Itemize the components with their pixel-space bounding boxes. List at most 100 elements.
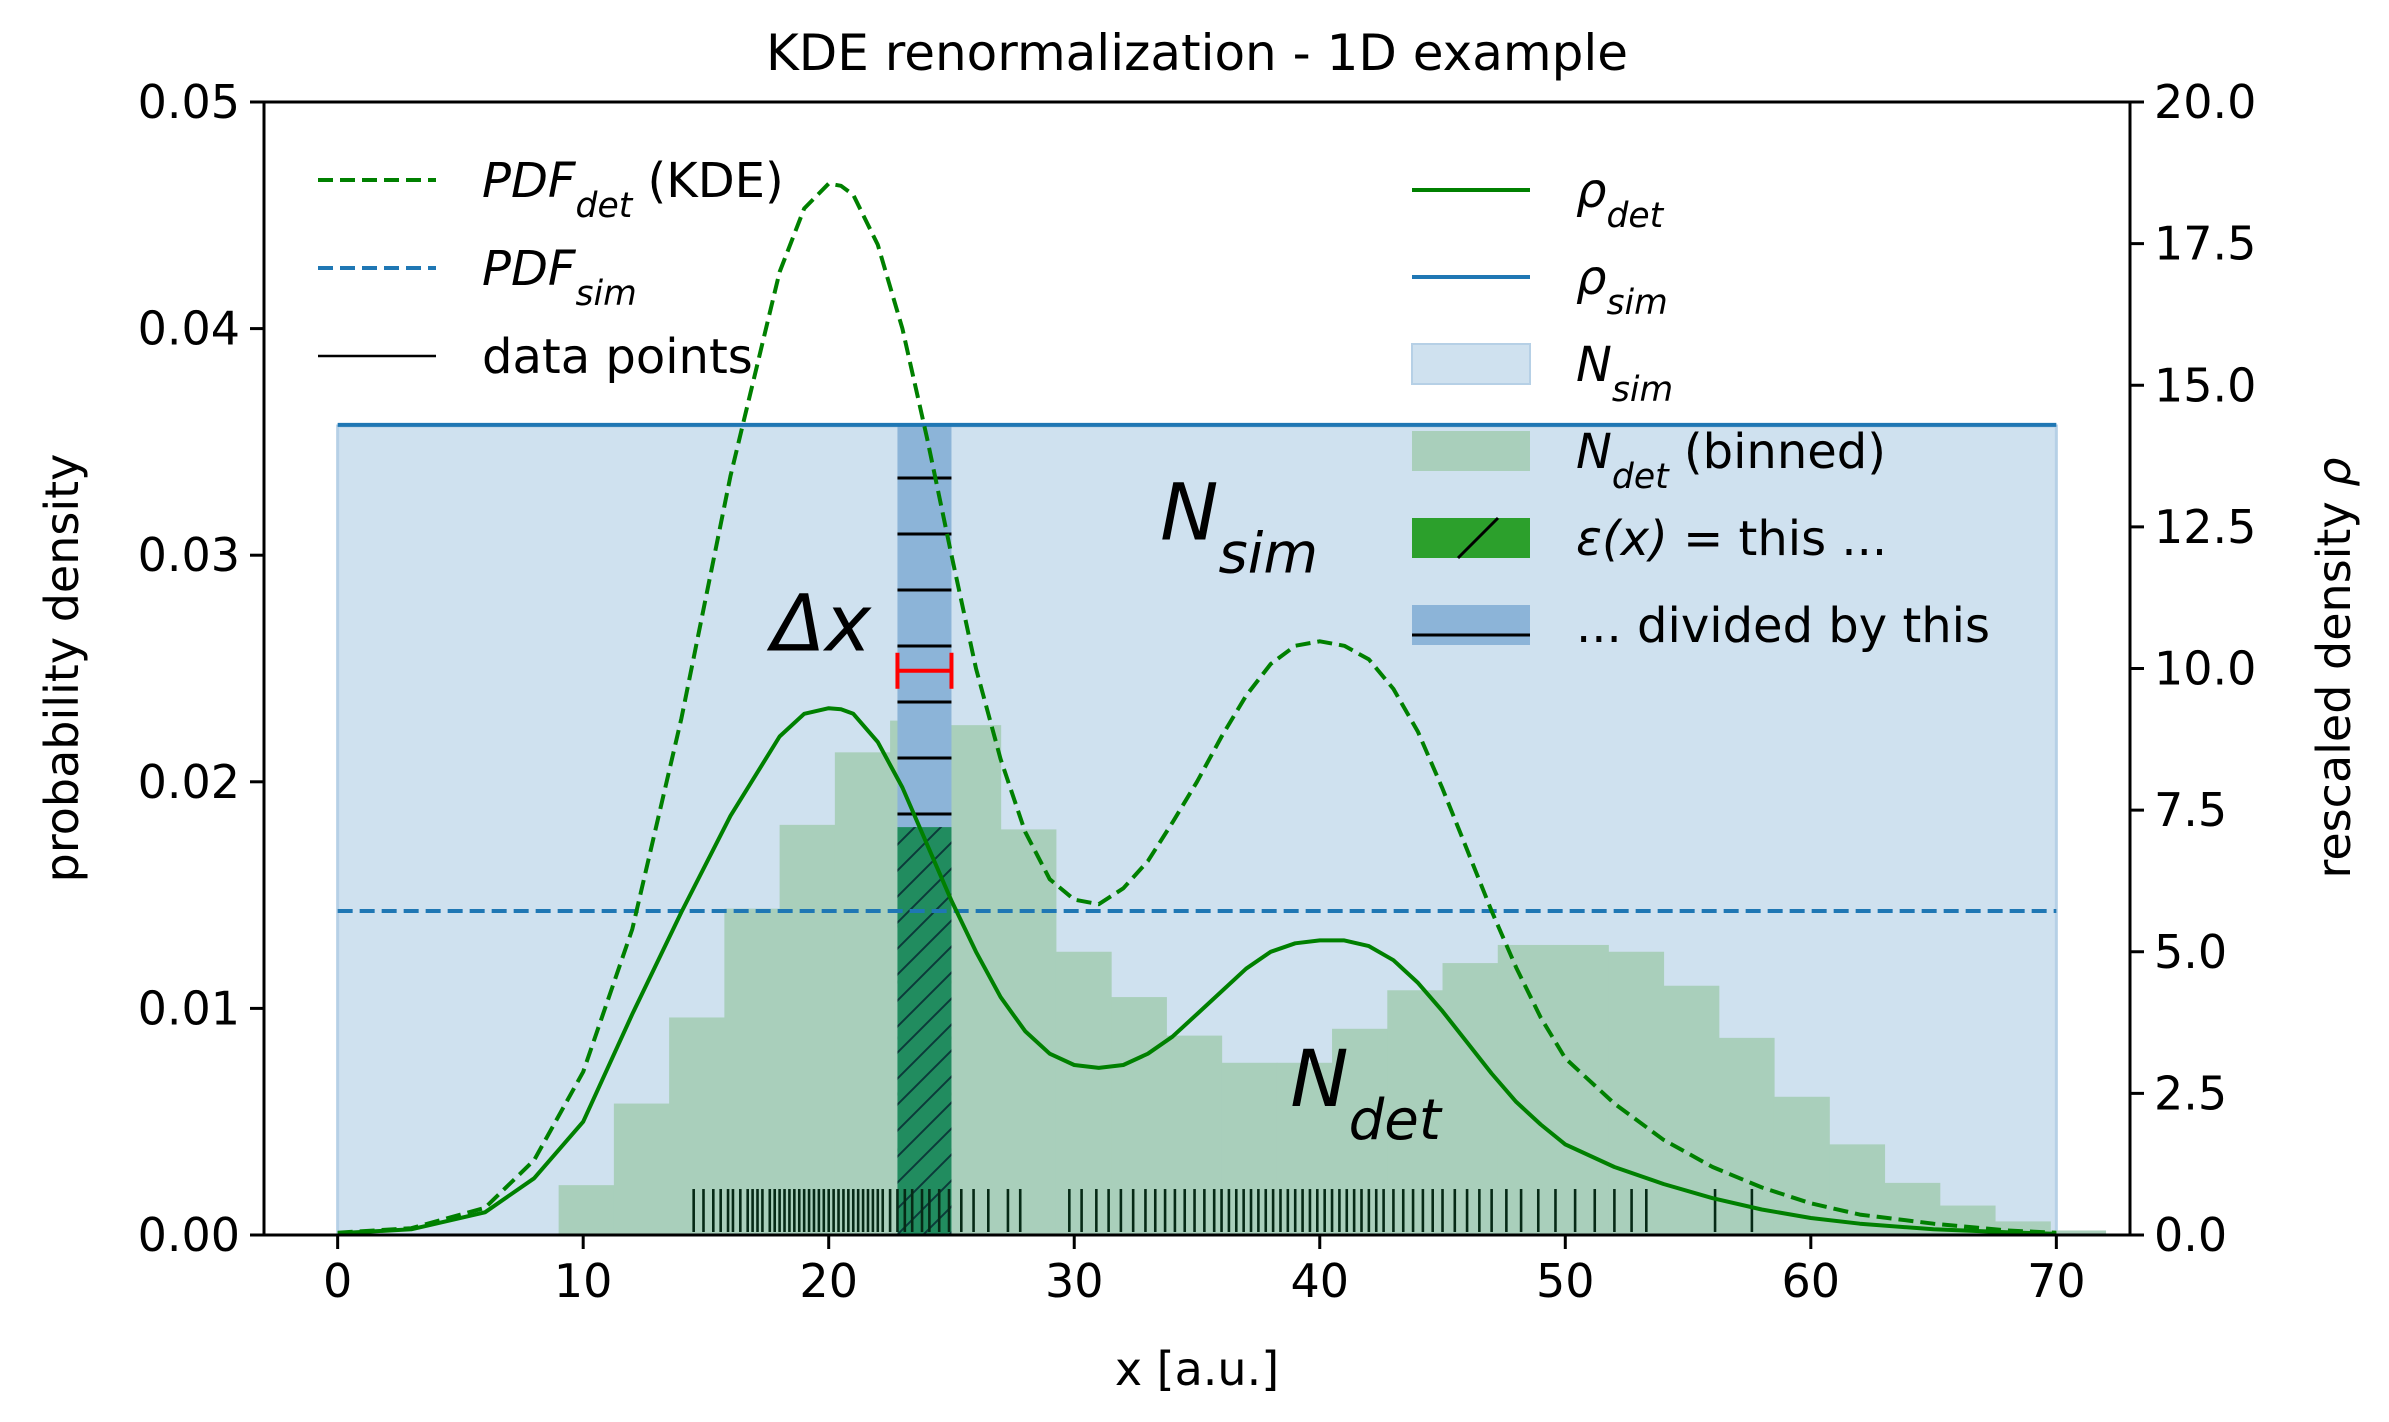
annotation-ndet: Ndet — [1290, 1035, 1443, 1153]
legend-right-entry-4: ε(x) = this ... — [1412, 511, 1887, 567]
plot-area — [336, 181, 2107, 1235]
legend-right-label-5-suffix: ... divided by this — [1576, 598, 1990, 654]
legend-right-label-3-sub: det — [1612, 457, 1670, 497]
x-tick-label-7: 70 — [2027, 1254, 2086, 1308]
legend-right-label-0-main: ρ — [1576, 163, 1606, 219]
legend-left-label-2: data points — [482, 329, 753, 385]
y-tick-label-right-3: 7.5 — [2154, 783, 2227, 837]
y-tick-label-left-3: 0.03 — [138, 528, 240, 582]
ndet-bin-1 — [613, 1103, 670, 1235]
annotation-nsim-main: N — [1160, 468, 1218, 558]
legend-right-label-4-main: ε(x) — [1576, 511, 1668, 567]
pdf-det-curve — [337, 181, 2057, 1235]
y-axis-label-left: probability density — [35, 454, 89, 883]
y-axis-left: 0.00 0.01 0.02 0.03 0.04 0.05 — [138, 75, 264, 1262]
ndet-bin-4 — [779, 824, 836, 1235]
legend-right-label-1-main: ρ — [1576, 250, 1606, 306]
x-tick-label-0: 0 — [323, 1254, 352, 1308]
legend-left-label-0-suffix: (KDE) — [632, 153, 783, 209]
legend-right-label-3: Ndet (binned) — [1576, 424, 1886, 497]
legend-left-label-0-sub: det — [576, 186, 634, 226]
y-axis-label-right: rescaled density ρ — [2307, 457, 2361, 878]
annotation-ndet-main: N — [1290, 1035, 1348, 1125]
legend-left-label-1-sub: sim — [576, 274, 637, 314]
legend-right-handle-3 — [1412, 431, 1530, 471]
x-axis: 0 10 20 30 40 50 60 70 — [323, 1235, 2086, 1308]
legend-right-entry-5: ... divided by this — [1412, 598, 1990, 654]
annotation-nsim-sub: sim — [1219, 521, 1319, 586]
legend-left-label-1: PDFsim — [482, 241, 637, 314]
ndet-bin-18 — [1553, 944, 1609, 1235]
legend-left-entry-0: PDFdet (KDE) — [318, 153, 784, 226]
legend-right-handle-4 — [1412, 518, 1530, 558]
x-tick-label-2: 20 — [799, 1254, 858, 1308]
dx-interval-marker — [895, 652, 954, 689]
y-tick-label-left-4: 0.04 — [138, 302, 240, 356]
ndet-bin-0 — [558, 1185, 615, 1235]
x-tick-label-6: 60 — [1782, 1254, 1841, 1308]
legend-right-handle-5 — [1412, 605, 1530, 645]
ndet-bin-19 — [1608, 951, 1665, 1235]
highlight-bin-det-hatch — [897, 827, 952, 1235]
x-tick-label-1: 10 — [554, 1254, 613, 1308]
ndet-bin-27 — [2050, 1230, 2107, 1235]
legend-right-entry-1: ρsim — [1412, 250, 1668, 323]
legend-left-label-0-main: PDF — [482, 153, 577, 209]
legend-right-hatch-4 — [1456, 516, 1500, 560]
y-tick-label-right-8: 20.0 — [2154, 75, 2256, 129]
annotation-ndet-sub: det — [1349, 1087, 1443, 1152]
ndet-bin-3 — [724, 908, 781, 1235]
legend-left-entry-2: data points — [318, 329, 753, 385]
legend-right-label-4: ε(x) = this ... — [1576, 511, 1887, 567]
y-tick-label-right-2: 5.0 — [2154, 925, 2227, 979]
y-tick-label-right-1: 2.5 — [2154, 1066, 2227, 1120]
legend-right-handle-2 — [1411, 343, 1531, 385]
y-tick-label-right-5: 12.5 — [2154, 500, 2256, 554]
x-tick-label-3: 30 — [1045, 1254, 1104, 1308]
ndet-bin-9 — [1055, 951, 1112, 1235]
legend-right-label-0: ρdet — [1576, 163, 1665, 236]
legend-left-entry-1: PDFsim — [318, 241, 637, 314]
legend-right-entry-2: Nsim — [1411, 337, 1673, 410]
annotation-nsim: Nsim — [1160, 468, 1318, 586]
annotation-dx: Δx — [767, 579, 872, 669]
x-tick-label-5: 50 — [1536, 1254, 1595, 1308]
legend-right-label-2: Nsim — [1576, 337, 1673, 410]
data-points — [692, 1189, 1754, 1232]
x-axis-label: x [a.u.] — [1115, 1342, 1279, 1396]
legend-right-label-3-main: N — [1576, 424, 1612, 480]
legend-left-label-2-suffix: data points — [482, 329, 753, 385]
ndet-bin-5 — [834, 752, 891, 1235]
y-tick-label-left-5: 0.05 — [138, 75, 240, 129]
legend-right-label-4-suffix: = this ... — [1668, 511, 1887, 567]
legend-right-label-3-suffix: (binned) — [1669, 424, 1886, 480]
legend-right-entry-3: Ndet (binned) — [1412, 424, 1886, 497]
y-axis-label-right-text: rescaled density — [2307, 501, 2361, 878]
ndet-bin-12 — [1221, 1062, 1278, 1235]
ndet-bin-14 — [1332, 1028, 1388, 1235]
ndet-bin-13 — [1276, 1062, 1333, 1235]
legend-right-label-5: ... divided by this — [1576, 598, 1990, 654]
legend-right-label-1: ρsim — [1576, 250, 1668, 323]
x-tick-label-4: 40 — [1290, 1254, 1349, 1308]
y-tick-label-right-6: 15.0 — [2154, 358, 2256, 412]
legend-right-label-2-main: N — [1576, 337, 1612, 393]
ndet-bin-16 — [1442, 963, 1499, 1235]
legend-right-entry-0: ρdet — [1412, 163, 1665, 236]
ndet-bin-2 — [669, 1017, 725, 1235]
y-axis-right: 0.0 2.5 5.0 7.5 10.0 12.5 15.0 17.5 20.0 — [2130, 75, 2256, 1262]
y-axis-label-right-symbol: ρ — [2307, 457, 2361, 486]
legend-right-label-2-sub: sim — [1612, 370, 1673, 410]
ndet-bin-10 — [1111, 997, 1167, 1235]
legend-right-label-0-sub: det — [1606, 196, 1664, 236]
legend-left-label-1-main: PDF — [482, 241, 577, 297]
y-tick-label-left-2: 0.02 — [138, 755, 240, 809]
y-tick-label-right-4: 10.0 — [2154, 642, 2256, 696]
legend-right-label-1-sub: sim — [1606, 283, 1667, 323]
rho-det-curve — [337, 706, 2057, 1235]
y-tick-label-right-7: 17.5 — [2154, 217, 2256, 271]
y-tick-label-left-1: 0.01 — [138, 981, 240, 1035]
